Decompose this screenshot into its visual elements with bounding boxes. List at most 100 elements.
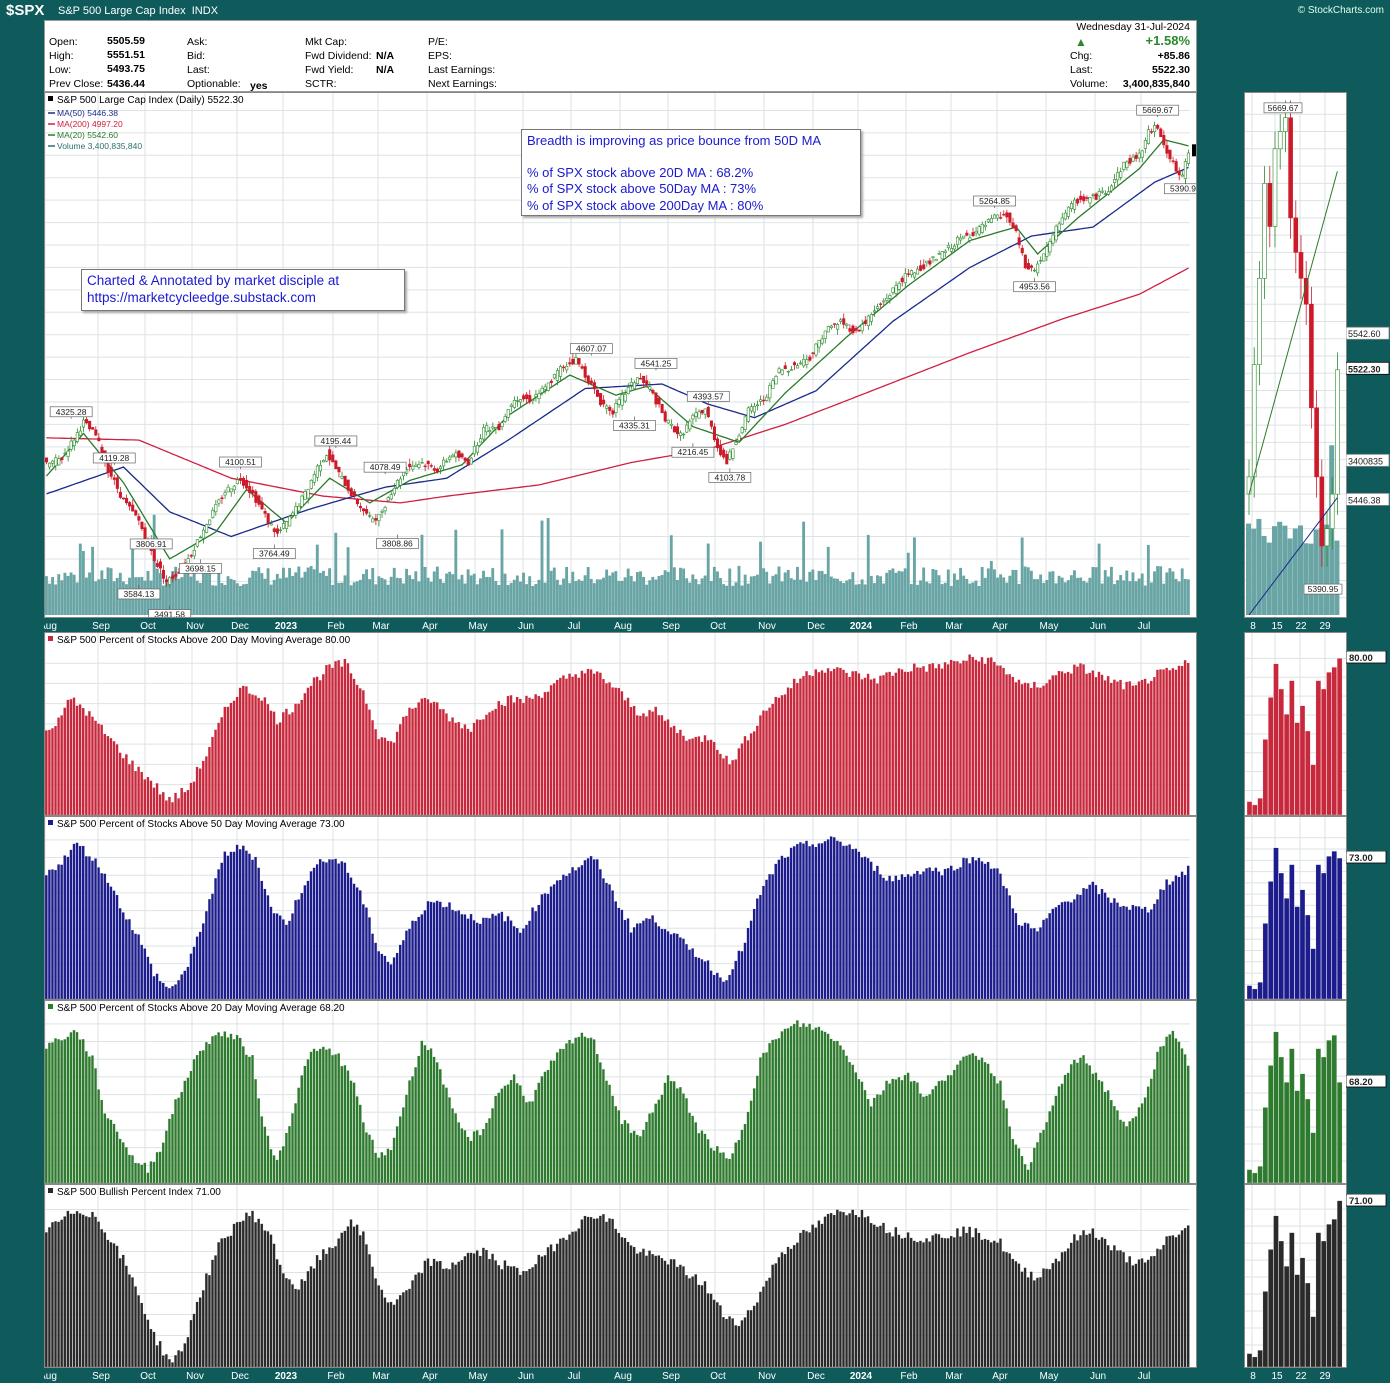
- breadth-bar: [1020, 1271, 1024, 1367]
- breadth-bar: [103, 733, 107, 815]
- breadth-bar: [814, 1227, 818, 1367]
- breadth-bar: [626, 918, 630, 999]
- y-tick-label: 50: [1196, 719, 1197, 730]
- volume-bar: [796, 566, 799, 615]
- candle-body: [836, 324, 840, 330]
- breadth-bar: [765, 1052, 768, 1183]
- candle-body: [482, 427, 486, 440]
- breadth-bar: [164, 1130, 168, 1183]
- breadth-bar: [251, 694, 254, 815]
- breadth-bar: [285, 1132, 288, 1183]
- inset-candle-body: [1293, 217, 1299, 253]
- breadth-bar: [235, 1034, 239, 1183]
- volume-bar: [269, 584, 273, 615]
- breadth-bar: [420, 1272, 424, 1367]
- breadth-bar: [469, 913, 473, 999]
- breadth-bar: [912, 873, 916, 999]
- volume-bar: [922, 567, 926, 615]
- breadth-bar: [842, 669, 845, 815]
- breadth-bar: [789, 847, 793, 999]
- candle-body: [805, 359, 809, 365]
- breadth-bar: [195, 1301, 199, 1367]
- breadth-bar: [481, 719, 485, 815]
- breadth-bar: [411, 920, 414, 999]
- breadth-bar: [952, 870, 956, 999]
- breadth-bar: [223, 1031, 227, 1183]
- candle-body: [682, 433, 686, 436]
- breadth-bar: [1039, 1277, 1042, 1367]
- breadth-bar: [266, 1135, 270, 1183]
- volume-bar: [241, 584, 245, 615]
- breadth-bar: [1026, 1169, 1030, 1183]
- breadth-bar: [81, 845, 85, 999]
- breadth-bar: [589, 1037, 593, 1183]
- breadth-bar: [257, 1098, 261, 1183]
- x-month-label: Oct: [140, 1371, 156, 1382]
- breadth-bar: [851, 1209, 855, 1367]
- breadth-bar: [1008, 1253, 1012, 1367]
- candle-body: [306, 488, 310, 499]
- candle-body: [201, 529, 206, 539]
- breadth-bar: [783, 857, 787, 999]
- breadth-bar: [414, 1274, 418, 1367]
- x-month-label: Jul: [1138, 1371, 1151, 1382]
- breadth-bar: [260, 1116, 264, 1183]
- breadth-bar: [648, 1250, 651, 1367]
- breadth-bar: [638, 1136, 642, 1183]
- breadth-bar: [445, 906, 448, 999]
- candle-body: [546, 382, 550, 391]
- breadth-bar: [208, 898, 211, 999]
- breadth-bar: [629, 932, 633, 999]
- breadth-bar: [737, 950, 741, 999]
- y-tick-label: 40: [1196, 1107, 1197, 1118]
- volume-bar: [488, 577, 492, 615]
- breadth-bar: [485, 917, 488, 999]
- panel-title-marker: [48, 1188, 53, 1193]
- breadth-bar: [72, 1029, 76, 1183]
- candle-body: [771, 380, 775, 389]
- breadth-bar: [1149, 1256, 1153, 1367]
- breadth-bar: [1122, 1251, 1125, 1367]
- breadth-bar: [814, 669, 818, 815]
- breadth-bar: [903, 876, 907, 999]
- candle-body: [506, 409, 510, 418]
- breadth-bar: [454, 1113, 458, 1183]
- candle-body: [762, 399, 766, 402]
- candle-body: [349, 488, 353, 497]
- breadth-bar: [774, 1263, 778, 1367]
- breadth-bar: [321, 674, 325, 815]
- volume-bar: [519, 581, 522, 615]
- breadth-bar: [1091, 1073, 1095, 1183]
- volume-bar: [131, 541, 135, 615]
- breadth-bar: [860, 857, 864, 999]
- candle-body: [912, 272, 917, 278]
- breadth-bar: [789, 687, 793, 815]
- candle-body: [989, 218, 994, 223]
- breadth-bar: [842, 845, 845, 999]
- volume-bar: [500, 529, 504, 615]
- inset-breadth-bar: [1283, 714, 1290, 815]
- candle-body: [531, 399, 535, 401]
- optionable-value: yes: [250, 80, 268, 92]
- breadth-bar: [340, 1232, 344, 1367]
- candle-body: [940, 251, 944, 260]
- breadth-bar: [1023, 1267, 1027, 1367]
- breadth-bar: [251, 1210, 254, 1367]
- high-value: 5551.51: [107, 49, 145, 61]
- candle-body: [88, 420, 92, 430]
- breadth-bar: [915, 1082, 919, 1183]
- volume-bar: [88, 572, 91, 615]
- breadth-bar: [438, 708, 442, 815]
- breadth-bar: [543, 1071, 547, 1183]
- breadth-bar: [718, 1152, 722, 1183]
- y-tick-label: 20: [1196, 1331, 1197, 1342]
- volume-bar: [700, 578, 704, 615]
- candle-body: [457, 450, 461, 458]
- breadth-bar: [325, 862, 328, 999]
- volume-bar: [72, 574, 76, 615]
- inset-breadth-bar: [1268, 881, 1274, 999]
- breadth-bar: [1048, 1268, 1052, 1367]
- breadth-bar: [777, 1257, 781, 1367]
- breadth-bar: [956, 868, 959, 999]
- breadth-bar: [312, 1268, 316, 1367]
